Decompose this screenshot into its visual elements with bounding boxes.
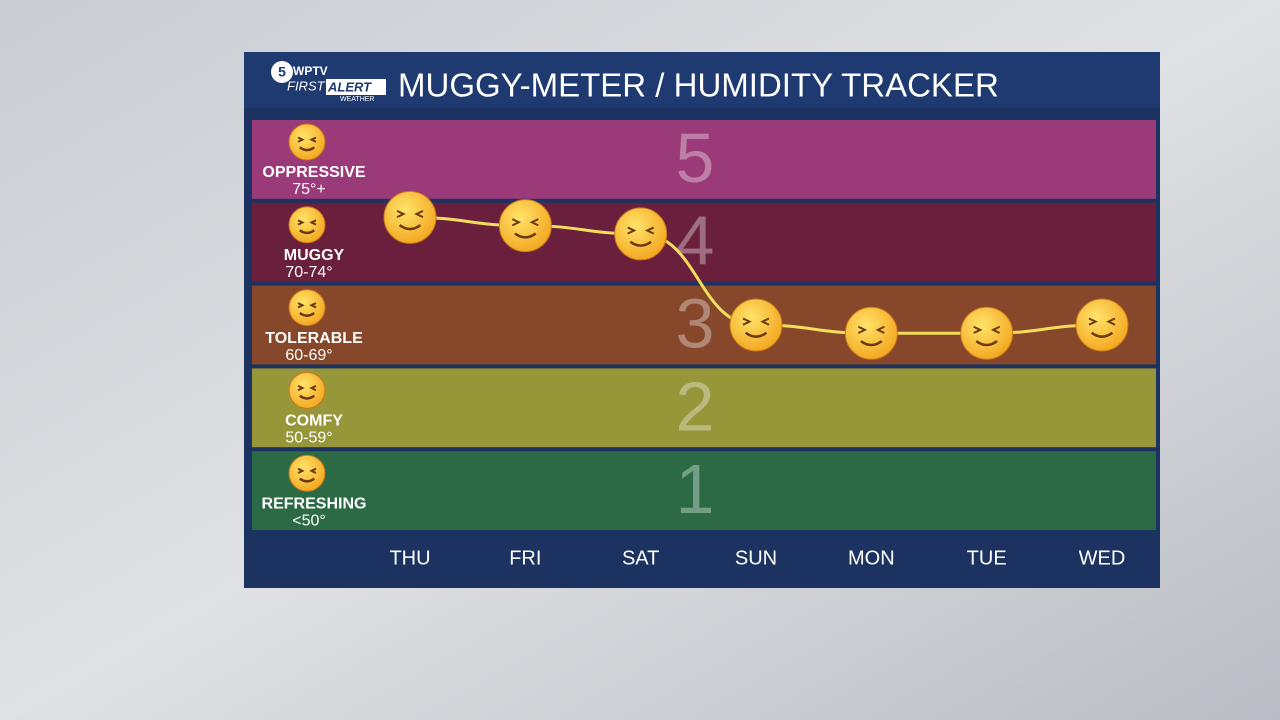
face-eyes [857,325,885,334]
face-eyes [627,226,655,235]
band-level: 5 [676,119,715,197]
data-point [383,190,437,244]
data-point [960,306,1014,360]
band-icon [288,454,326,492]
data-point [844,306,898,360]
band-level: 4 [676,202,715,280]
face-mouth [744,331,768,338]
face-eyes [973,325,1001,334]
logo-number: 5 [278,64,286,80]
band-level: 3 [676,284,715,362]
chart-title: MUGGY-METER / HUMIDITY TRACKER [398,67,999,104]
logo-station: WPTV [293,64,328,78]
band-icon [288,289,326,327]
face-disc [288,454,326,492]
data-point [729,298,783,352]
face-disc [729,298,783,352]
x-tick-label: SUN [735,547,777,569]
x-tick-label: MON [848,547,895,569]
face-mouth [629,240,652,247]
data-point [498,199,552,253]
face-mouth [299,229,315,235]
face-mouth [299,394,315,400]
face-eyes [297,219,317,226]
face-disc [288,123,326,161]
face-mouth [299,477,315,483]
face-eyes [297,467,317,474]
face-disc [960,306,1014,360]
face-mouth [860,340,883,347]
data-point [1075,298,1129,352]
band-range: <50° [292,512,326,529]
face-mouth [975,340,998,347]
band-level: 2 [676,367,715,445]
x-tick-label: THU [389,547,430,569]
band [252,120,1156,199]
x-tick-label: FRI [509,547,541,569]
face-eyes [297,384,317,392]
band-level: 1 [676,450,715,528]
data-point [614,207,668,261]
band-label: TOLERABLE [265,330,363,347]
face-disc [288,289,326,327]
x-tick-label: SAT [622,547,659,569]
face-mouth [299,146,315,152]
face-disc [614,207,668,261]
band-range: 60-69° [285,347,332,364]
band [252,451,1156,530]
face-mouth [514,232,537,239]
band-label: OPPRESSIVE [262,164,365,181]
band-range: 50-59° [285,430,332,447]
face-mouth [299,311,315,317]
face-eyes [511,218,539,227]
face-eyes [742,317,770,326]
face-eyes [297,302,317,309]
band-icon [288,123,326,161]
band-icon [288,206,326,244]
x-tick-label: WED [1079,547,1126,569]
band-label: REFRESHING [262,495,367,512]
logo-first: FIRST [287,78,326,93]
band [252,368,1156,448]
face-disc [498,199,552,253]
face-eyes [1088,317,1116,326]
face-disc [288,371,326,409]
face-mouth [1090,331,1114,338]
x-tick-label: TUE [967,547,1007,569]
face-disc [844,306,898,360]
band-icon [288,371,326,409]
band-range: 70-74° [285,264,332,281]
logo-sub: WEATHER [340,96,374,103]
face-disc [288,206,326,244]
band-range: 75°+ [292,181,326,198]
face-disc [1075,298,1129,352]
face-disc [383,190,437,244]
face-eyes [396,209,424,219]
logo-alert: ALERT [327,79,372,94]
face-mouth [398,224,422,231]
logo-alert-box [326,79,386,95]
logo-badge [271,61,293,83]
band-label: MUGGY [284,247,345,264]
face-eyes [297,136,317,143]
band-label: COMFY [285,413,343,430]
header [244,52,1160,108]
